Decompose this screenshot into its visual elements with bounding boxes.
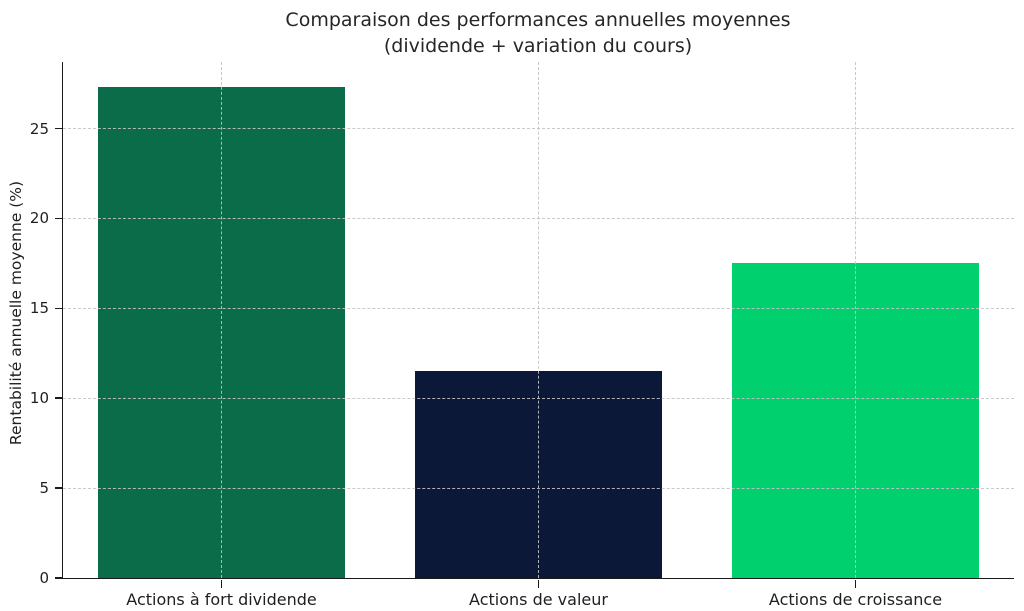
y-tick-mark bbox=[55, 307, 63, 310]
y-tick-mark bbox=[55, 217, 63, 220]
v-gridline bbox=[855, 62, 856, 578]
x-tick-mark bbox=[854, 579, 857, 588]
x-tick-label: Actions à fort dividende bbox=[126, 590, 317, 609]
y-tick-label: 25 bbox=[29, 119, 49, 138]
y-tick-label: 0 bbox=[39, 569, 49, 587]
chart-title: Comparaison des performances annuelles m… bbox=[62, 7, 1014, 59]
y-tick-mark bbox=[55, 487, 63, 489]
chart-title-line1: Comparaison des performances annuelles m… bbox=[285, 9, 791, 31]
chart-title-line2: (dividende + variation du cours) bbox=[383, 35, 693, 57]
x-tick-label: Actions de croissance bbox=[768, 590, 943, 609]
y-tick-label: 20 bbox=[29, 209, 49, 228]
y-axis-label: Rentabilité annuelle moyenne (%) bbox=[7, 180, 25, 446]
x-tick-mark bbox=[220, 579, 223, 588]
y-tick-label: 10 bbox=[29, 389, 49, 408]
y-tick-mark bbox=[55, 397, 63, 400]
v-gridline bbox=[221, 62, 222, 578]
y-tick-mark bbox=[55, 127, 63, 130]
y-tick-label: 15 bbox=[29, 299, 49, 318]
y-tick-mark bbox=[55, 577, 63, 579]
plot-area: 0 5 10 15 20 25 Actions à fort dividende Action… bbox=[30, 62, 1014, 609]
x-tick-label: Actions de valeur bbox=[469, 590, 608, 609]
x-tick-mark bbox=[537, 579, 540, 588]
v-gridline bbox=[538, 62, 539, 578]
y-tick-label: 5 bbox=[39, 479, 49, 498]
